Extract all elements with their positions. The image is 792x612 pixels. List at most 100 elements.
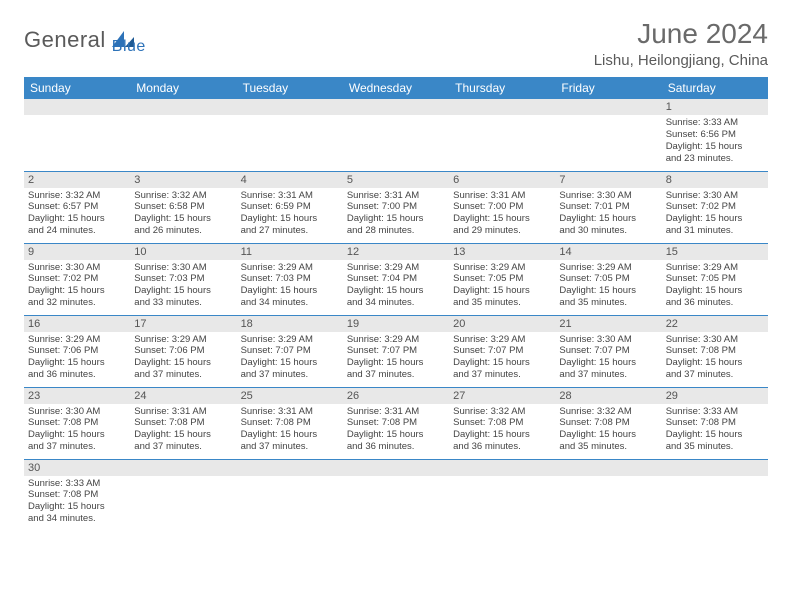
calendar-week-row: 16Sunrise: 3:29 AMSunset: 7:06 PMDayligh…: [24, 315, 768, 387]
day-number: 22: [662, 316, 768, 332]
calendar-day-cell: [343, 459, 449, 531]
calendar-day-cell: 24Sunrise: 3:31 AMSunset: 7:08 PMDayligh…: [130, 387, 236, 459]
calendar-day-cell: 17Sunrise: 3:29 AMSunset: 7:06 PMDayligh…: [130, 315, 236, 387]
day-details: Sunrise: 3:32 AMSunset: 7:08 PMDaylight:…: [449, 404, 555, 456]
day-details: Sunrise: 3:31 AMSunset: 6:59 PMDaylight:…: [237, 188, 343, 240]
day-number: 4: [237, 172, 343, 188]
brand-text-blue: Blue: [112, 24, 146, 56]
day-details: Sunrise: 3:29 AMSunset: 7:06 PMDaylight:…: [24, 332, 130, 384]
day-details: Sunrise: 3:32 AMSunset: 7:08 PMDaylight:…: [555, 404, 661, 456]
day-number: [555, 460, 661, 476]
day-number: [662, 460, 768, 476]
calendar-day-cell: 8Sunrise: 3:30 AMSunset: 7:02 PMDaylight…: [662, 171, 768, 243]
day-number: 6: [449, 172, 555, 188]
day-number: 9: [24, 244, 130, 260]
day-number: 11: [237, 244, 343, 260]
day-number: [343, 460, 449, 476]
page-title: June 2024: [594, 18, 768, 50]
day-details: Sunrise: 3:30 AMSunset: 7:02 PMDaylight:…: [24, 260, 130, 312]
day-number: 26: [343, 388, 449, 404]
day-details: Sunrise: 3:30 AMSunset: 7:08 PMDaylight:…: [24, 404, 130, 456]
day-number: [130, 99, 236, 115]
day-number: 18: [237, 316, 343, 332]
day-details: Sunrise: 3:30 AMSunset: 7:07 PMDaylight:…: [555, 332, 661, 384]
location-text: Lishu, Heilongjiang, China: [594, 52, 768, 69]
calendar-day-cell: [24, 99, 130, 171]
day-number: 28: [555, 388, 661, 404]
calendar-day-cell: 1Sunrise: 3:33 AMSunset: 6:56 PMDaylight…: [662, 99, 768, 171]
day-details: Sunrise: 3:30 AMSunset: 7:02 PMDaylight:…: [662, 188, 768, 240]
day-number: 10: [130, 244, 236, 260]
day-number: 21: [555, 316, 661, 332]
day-details: Sunrise: 3:29 AMSunset: 7:06 PMDaylight:…: [130, 332, 236, 384]
calendar-day-cell: 14Sunrise: 3:29 AMSunset: 7:05 PMDayligh…: [555, 243, 661, 315]
calendar-day-cell: 22Sunrise: 3:30 AMSunset: 7:08 PMDayligh…: [662, 315, 768, 387]
day-number: 27: [449, 388, 555, 404]
weekday-header: Saturday: [662, 77, 768, 99]
day-number: 7: [555, 172, 661, 188]
calendar-day-cell: 21Sunrise: 3:30 AMSunset: 7:07 PMDayligh…: [555, 315, 661, 387]
day-details: Sunrise: 3:30 AMSunset: 7:01 PMDaylight:…: [555, 188, 661, 240]
calendar-day-cell: 20Sunrise: 3:29 AMSunset: 7:07 PMDayligh…: [449, 315, 555, 387]
day-number: 14: [555, 244, 661, 260]
calendar-day-cell: [555, 99, 661, 171]
day-number: 20: [449, 316, 555, 332]
day-details: Sunrise: 3:29 AMSunset: 7:05 PMDaylight:…: [555, 260, 661, 312]
weekday-header: Wednesday: [343, 77, 449, 99]
day-details: Sunrise: 3:29 AMSunset: 7:07 PMDaylight:…: [237, 332, 343, 384]
calendar-day-cell: [130, 99, 236, 171]
calendar-day-cell: [237, 99, 343, 171]
day-number: [555, 99, 661, 115]
calendar-day-cell: 19Sunrise: 3:29 AMSunset: 7:07 PMDayligh…: [343, 315, 449, 387]
weekday-header: Tuesday: [237, 77, 343, 99]
calendar-week-row: 9Sunrise: 3:30 AMSunset: 7:02 PMDaylight…: [24, 243, 768, 315]
calendar-week-row: 30Sunrise: 3:33 AMSunset: 7:08 PMDayligh…: [24, 459, 768, 531]
calendar-day-cell: 25Sunrise: 3:31 AMSunset: 7:08 PMDayligh…: [237, 387, 343, 459]
calendar-day-cell: 12Sunrise: 3:29 AMSunset: 7:04 PMDayligh…: [343, 243, 449, 315]
day-details: Sunrise: 3:32 AMSunset: 6:57 PMDaylight:…: [24, 188, 130, 240]
day-details: Sunrise: 3:33 AMSunset: 6:56 PMDaylight:…: [662, 115, 768, 167]
calendar-day-cell: 13Sunrise: 3:29 AMSunset: 7:05 PMDayligh…: [449, 243, 555, 315]
day-number: 19: [343, 316, 449, 332]
day-details: Sunrise: 3:29 AMSunset: 7:03 PMDaylight:…: [237, 260, 343, 312]
day-number: 15: [662, 244, 768, 260]
calendar-day-cell: 3Sunrise: 3:32 AMSunset: 6:58 PMDaylight…: [130, 171, 236, 243]
day-details: Sunrise: 3:33 AMSunset: 7:08 PMDaylight:…: [24, 476, 130, 528]
day-number: [449, 99, 555, 115]
calendar-day-cell: [555, 459, 661, 531]
day-number: 2: [24, 172, 130, 188]
calendar-week-row: 23Sunrise: 3:30 AMSunset: 7:08 PMDayligh…: [24, 387, 768, 459]
header: General Blue June 2024 Lishu, Heilongjia…: [24, 18, 768, 69]
calendar-day-cell: 15Sunrise: 3:29 AMSunset: 7:05 PMDayligh…: [662, 243, 768, 315]
day-details: Sunrise: 3:29 AMSunset: 7:05 PMDaylight:…: [449, 260, 555, 312]
day-number: 5: [343, 172, 449, 188]
day-details: Sunrise: 3:29 AMSunset: 7:05 PMDaylight:…: [662, 260, 768, 312]
calendar-week-row: 1Sunrise: 3:33 AMSunset: 6:56 PMDaylight…: [24, 99, 768, 171]
calendar-table: SundayMondayTuesdayWednesdayThursdayFrid…: [24, 77, 768, 531]
day-details: Sunrise: 3:29 AMSunset: 7:07 PMDaylight:…: [343, 332, 449, 384]
calendar-day-cell: 9Sunrise: 3:30 AMSunset: 7:02 PMDaylight…: [24, 243, 130, 315]
day-number: 16: [24, 316, 130, 332]
calendar-day-cell: 23Sunrise: 3:30 AMSunset: 7:08 PMDayligh…: [24, 387, 130, 459]
day-details: Sunrise: 3:31 AMSunset: 7:08 PMDaylight:…: [237, 404, 343, 456]
weekday-header: Friday: [555, 77, 661, 99]
calendar-day-cell: 26Sunrise: 3:31 AMSunset: 7:08 PMDayligh…: [343, 387, 449, 459]
calendar-day-cell: [343, 99, 449, 171]
day-number: [237, 99, 343, 115]
calendar-day-cell: 10Sunrise: 3:30 AMSunset: 7:03 PMDayligh…: [130, 243, 236, 315]
day-details: Sunrise: 3:33 AMSunset: 7:08 PMDaylight:…: [662, 404, 768, 456]
day-details: Sunrise: 3:31 AMSunset: 7:00 PMDaylight:…: [449, 188, 555, 240]
weekday-header-row: SundayMondayTuesdayWednesdayThursdayFrid…: [24, 77, 768, 99]
day-number: 23: [24, 388, 130, 404]
calendar-day-cell: 7Sunrise: 3:30 AMSunset: 7:01 PMDaylight…: [555, 171, 661, 243]
calendar-day-cell: 16Sunrise: 3:29 AMSunset: 7:06 PMDayligh…: [24, 315, 130, 387]
day-details: Sunrise: 3:31 AMSunset: 7:08 PMDaylight:…: [343, 404, 449, 456]
calendar-day-cell: [237, 459, 343, 531]
calendar-day-cell: [449, 459, 555, 531]
day-details: Sunrise: 3:30 AMSunset: 7:03 PMDaylight:…: [130, 260, 236, 312]
calendar-day-cell: 2Sunrise: 3:32 AMSunset: 6:57 PMDaylight…: [24, 171, 130, 243]
day-number: [24, 99, 130, 115]
day-number: [130, 460, 236, 476]
day-number: 30: [24, 460, 130, 476]
day-number: 3: [130, 172, 236, 188]
